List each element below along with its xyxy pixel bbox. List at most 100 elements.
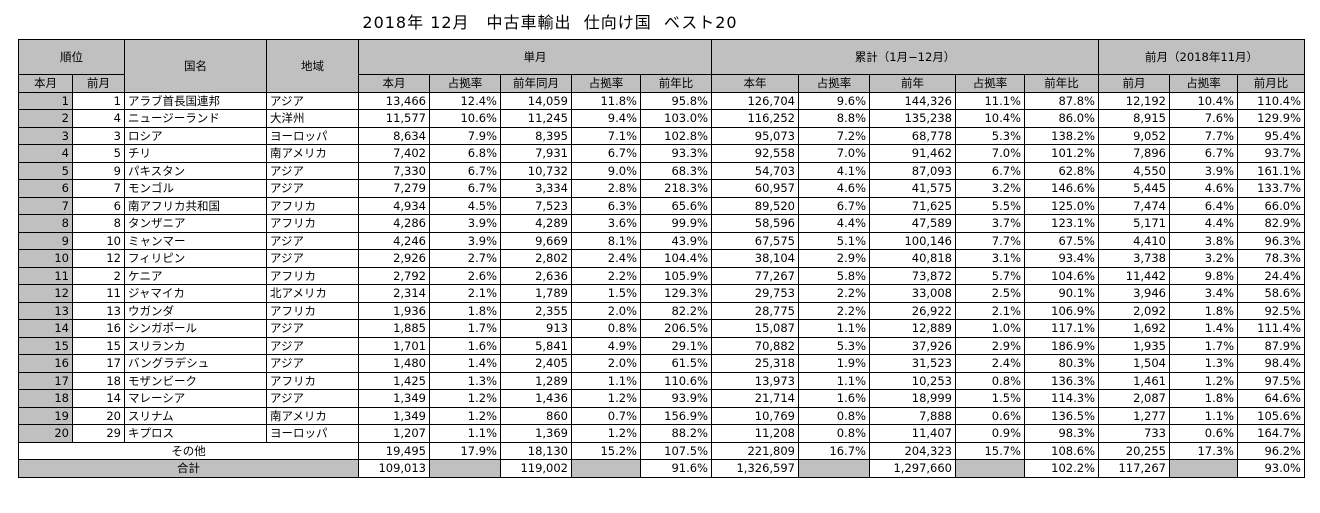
yoy-cell: 129.3% xyxy=(640,284,712,303)
country-cell: ジャマイカ xyxy=(124,284,267,303)
cy-cell: 11,208 xyxy=(711,424,799,443)
header-ly: 前年同月 xyxy=(500,74,572,93)
yoy-cell: 93.9% xyxy=(640,389,712,408)
region-cell: アジア xyxy=(266,336,359,355)
yoy-cell: 103.0% xyxy=(640,109,712,128)
lys-cell: 8.1% xyxy=(571,231,641,250)
table-row: 1 1 アラブ首長国連邦 アジア 13,466 12.4% 14,059 11.8% 95.8%… xyxy=(18,91,1305,110)
header-this-month-rank: 本月 xyxy=(18,74,73,93)
cy-cell: 70,882 xyxy=(711,336,799,355)
m-cell: 1,480 xyxy=(358,354,430,373)
region-cell: 北アメリカ xyxy=(266,284,359,303)
ly-cell: 3,334 xyxy=(500,179,572,198)
prev-rank-cell: 9 xyxy=(72,161,125,180)
cyoy-cell: 86.0% xyxy=(1024,109,1099,128)
table-row: 9 10 ミャンマー アジア 4,246 3.9% 9,669 8.1% 43.9% 67,575… xyxy=(18,231,1305,250)
table-row: 4 5 チリ 南アメリカ 7,402 6.8% 7,931 6.7% 93.3% 92,558 7.… xyxy=(18,144,1305,163)
cys-cell: 5.1% xyxy=(798,231,870,250)
pm-cell: 7,896 xyxy=(1098,144,1170,163)
region-cell: 大洋州 xyxy=(266,109,359,128)
pys-cell: 7.0% xyxy=(955,144,1025,163)
ms-cell: 3.9% xyxy=(429,231,501,250)
table-row: 3 3 ロシア ヨーロッパ 8,634 7.9% 8,395 7.1% 102.8% 95,073… xyxy=(18,126,1305,145)
pms-cell: 1.4% xyxy=(1169,319,1238,338)
cys-cell: 2.2% xyxy=(798,284,870,303)
region-cell: ヨーロッパ xyxy=(266,126,359,145)
total-cys-cell xyxy=(798,459,870,478)
total-pmr-cell: 93.0% xyxy=(1237,459,1305,478)
table-row: 16 17 バングラデシュ アジア 1,480 1.4% 2,405 2.0% 61.5% 25,… xyxy=(18,354,1305,373)
cyoy-cell: 87.8% xyxy=(1024,91,1099,110)
rank-cell: 18 xyxy=(18,389,73,408)
lys-cell: 6.7% xyxy=(571,144,641,163)
cys-cell: 5.3% xyxy=(798,336,870,355)
pms-cell: 1.3% xyxy=(1169,354,1238,373)
country-cell: タンザニア xyxy=(124,214,267,233)
pys-cell: 1.5% xyxy=(955,389,1025,408)
pms-cell: 0.6% xyxy=(1169,424,1238,443)
m-cell: 7,279 xyxy=(358,179,430,198)
lys-cell: 2.0% xyxy=(571,354,641,373)
rank-cell: 10 xyxy=(18,249,73,268)
pm-cell: 5,171 xyxy=(1098,214,1170,233)
pys-cell: 0.8% xyxy=(955,371,1025,390)
pys-cell: 2.5% xyxy=(955,284,1025,303)
total-pys-cell xyxy=(955,459,1025,478)
pmr-cell: 95.4% xyxy=(1237,126,1305,145)
pys-cell: 2.1% xyxy=(955,301,1025,320)
cys-cell: 7.0% xyxy=(798,144,870,163)
pys-cell: 3.2% xyxy=(955,179,1025,198)
m-cell: 1,885 xyxy=(358,319,430,338)
pm-cell: 8,915 xyxy=(1098,109,1170,128)
py-cell: 91,462 xyxy=(869,144,956,163)
rank-cell: 1 xyxy=(18,91,73,110)
table-row: 15 15 スリランカ アジア 1,701 1.6% 5,841 4.9% 29.1% 70,88… xyxy=(18,336,1305,355)
others-yoy-cell: 107.5% xyxy=(640,441,712,460)
lys-cell: 1.2% xyxy=(571,424,641,443)
ms-cell: 1.4% xyxy=(429,354,501,373)
ms-cell: 6.7% xyxy=(429,161,501,180)
m-cell: 4,934 xyxy=(358,196,430,215)
pmr-cell: 105.6% xyxy=(1237,406,1305,425)
pm-cell: 1,461 xyxy=(1098,371,1170,390)
lys-cell: 9.4% xyxy=(571,109,641,128)
cys-cell: 4.6% xyxy=(798,179,870,198)
others-row: その他 19,495 17.9% 18,130 15.2% 107.5% 221,809 16… xyxy=(18,441,1305,460)
cys-cell: 2.2% xyxy=(798,301,870,320)
prev-rank-cell: 3 xyxy=(72,126,125,145)
py-cell: 71,625 xyxy=(869,196,956,215)
pmr-cell: 97.5% xyxy=(1237,371,1305,390)
prev-rank-cell: 7 xyxy=(72,179,125,198)
table-row: 10 12 フィリピン アジア 2,926 2.7% 2,802 2.4% 104.4% 38,1… xyxy=(18,249,1305,268)
ms-cell: 2.1% xyxy=(429,284,501,303)
rank-cell: 3 xyxy=(18,126,73,145)
header-prev-month-group: 前月（2018年11月） xyxy=(1098,39,1305,75)
pms-cell: 1.2% xyxy=(1169,371,1238,390)
pmr-cell: 133.7% xyxy=(1237,179,1305,198)
cys-cell: 4.1% xyxy=(798,161,870,180)
cy-cell: 38,104 xyxy=(711,249,799,268)
ms-cell: 7.9% xyxy=(429,126,501,145)
cy-cell: 60,957 xyxy=(711,179,799,198)
py-cell: 73,872 xyxy=(869,266,956,285)
table-row: 6 7 モンゴル アジア 7,279 6.7% 3,334 2.8% 218.3% 60,957 4… xyxy=(18,179,1305,198)
cys-cell: 8.8% xyxy=(798,109,870,128)
ms-cell: 1.2% xyxy=(429,406,501,425)
cyoy-cell: 90.1% xyxy=(1024,284,1099,303)
table-row: 13 13 ウガンダ アフリカ 1,936 1.8% 2,355 2.0% 82.2% 28,77… xyxy=(18,301,1305,320)
lys-cell: 7.1% xyxy=(571,126,641,145)
country-cell: ミャンマー xyxy=(124,231,267,250)
region-cell: アジア xyxy=(266,389,359,408)
m-cell: 8,634 xyxy=(358,126,430,145)
pmr-cell: 111.4% xyxy=(1237,319,1305,338)
pmr-cell: 58.6% xyxy=(1237,284,1305,303)
yoy-cell: 110.6% xyxy=(640,371,712,390)
rank-cell: 11 xyxy=(18,266,73,285)
header-cy: 本年 xyxy=(711,74,799,93)
m-cell: 1,349 xyxy=(358,389,430,408)
cy-cell: 13,973 xyxy=(711,371,799,390)
pmr-cell: 161.1% xyxy=(1237,161,1305,180)
country-cell: ロシア xyxy=(124,126,267,145)
table-row: 12 11 ジャマイカ 北アメリカ 2,314 2.1% 1,789 1.5% 129.3% 29… xyxy=(18,284,1305,303)
cy-cell: 29,753 xyxy=(711,284,799,303)
